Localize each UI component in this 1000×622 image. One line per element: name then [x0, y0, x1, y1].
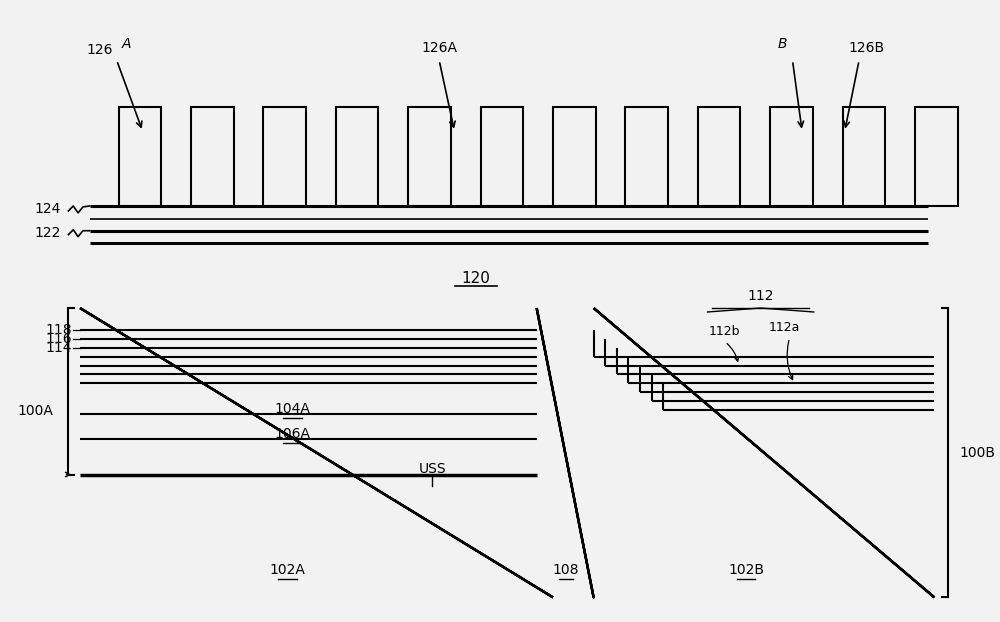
Text: 100A: 100A: [17, 404, 53, 418]
Text: 106A: 106A: [274, 427, 310, 441]
Text: 112a: 112a: [769, 322, 800, 335]
Text: 100B: 100B: [960, 446, 996, 460]
Bar: [698, 107, 740, 206]
Text: 114: 114: [46, 341, 72, 355]
Text: USS: USS: [419, 462, 446, 476]
Text: 126: 126: [86, 44, 113, 57]
Bar: [553, 107, 596, 206]
Text: 102A: 102A: [270, 563, 306, 577]
Bar: [843, 107, 885, 206]
Text: 116: 116: [46, 332, 72, 346]
Text: 118: 118: [46, 323, 72, 337]
Bar: [263, 107, 306, 206]
Text: 120: 120: [461, 271, 490, 285]
Text: 108: 108: [552, 563, 579, 577]
Bar: [408, 107, 451, 206]
Text: 126A: 126A: [421, 42, 457, 55]
Text: B: B: [778, 37, 788, 52]
Bar: [481, 107, 523, 206]
Bar: [119, 107, 161, 206]
Text: 126B: 126B: [849, 42, 885, 55]
Bar: [770, 107, 813, 206]
Text: 122: 122: [34, 226, 61, 239]
Text: A: A: [122, 37, 131, 52]
Text: 112: 112: [747, 289, 774, 303]
Bar: [336, 107, 378, 206]
Bar: [191, 107, 234, 206]
Bar: [915, 107, 958, 206]
Bar: [625, 107, 668, 206]
Text: 104A: 104A: [274, 402, 310, 416]
Text: 112b: 112b: [709, 325, 741, 338]
Text: 102B: 102B: [728, 563, 764, 577]
Text: 124: 124: [34, 202, 61, 216]
